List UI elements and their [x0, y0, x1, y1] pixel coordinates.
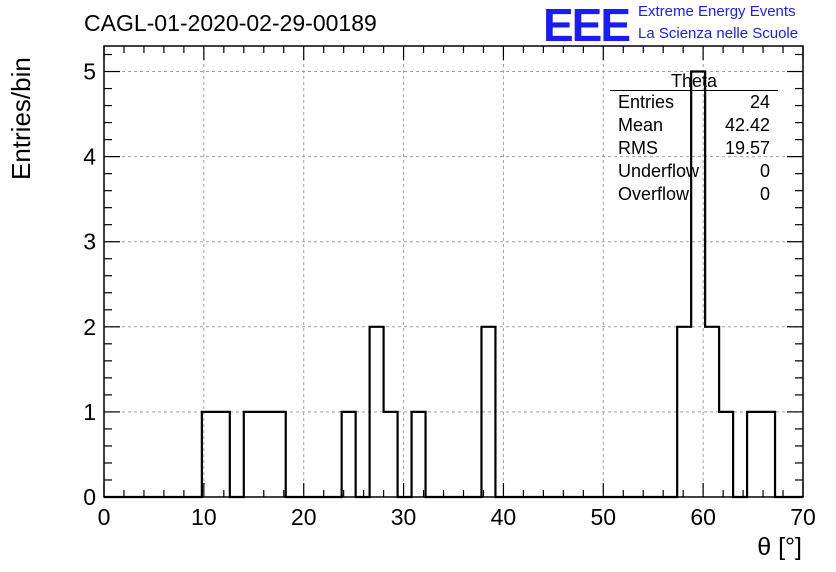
stats-value: 19.57 — [724, 138, 770, 158]
eee-logo-line1: Extreme Energy Events — [638, 3, 796, 20]
y-tick-label: 4 — [83, 144, 96, 170]
histogram-bar — [481, 327, 495, 497]
tick-labels: 0 10 20 30 40 50 60 70 0 1 2 3 4 5 — [83, 59, 816, 530]
histogram-bar — [370, 327, 384, 497]
histogram-bar — [705, 327, 719, 497]
stats-value: 0 — [759, 184, 770, 204]
stats-value: 42.42 — [724, 115, 770, 135]
stats-label: Entries — [618, 92, 675, 112]
y-tick-label: 3 — [83, 229, 96, 255]
chart-title: CAGL-01-2020-02-29-00189 — [84, 10, 377, 36]
x-tick-label: 20 — [291, 504, 317, 530]
x-tick-label: 40 — [491, 504, 517, 530]
stats-row-mean: Mean 42.42 — [610, 114, 778, 137]
x-tick-label: 10 — [191, 504, 217, 530]
y-tick-label: 1 — [83, 399, 96, 425]
x-tick-label: 70 — [790, 504, 816, 530]
histogram-bar — [677, 327, 691, 497]
histogram-bar — [412, 412, 426, 497]
histogram-bar — [342, 412, 356, 497]
y-tick-label: 0 — [83, 484, 96, 510]
x-tick-label: 30 — [391, 504, 417, 530]
stats-box: Theta Entries 24 Mean 42.42 RMS 19.57 Un… — [610, 70, 778, 206]
stats-label: Underflow — [618, 161, 700, 181]
x-tick-label: 50 — [590, 504, 616, 530]
x-axis-label: θ [°] — [757, 533, 802, 561]
stats-label: Overflow — [618, 184, 690, 204]
eee-logo-line2: La Scienza nelle Scuole — [638, 25, 799, 42]
eee-logo-mark: EEE — [543, 0, 631, 51]
x-tick-label: 0 — [98, 504, 111, 530]
histogram-bar — [747, 412, 775, 497]
stats-value: 24 — [749, 92, 770, 112]
histogram-outline — [104, 70, 803, 499]
y-tick-label: 2 — [83, 314, 96, 340]
stats-row-entries: Entries 24 — [610, 91, 778, 114]
stats-box-title: Theta — [610, 70, 778, 91]
histogram-series — [104, 70, 803, 499]
histogram-bar — [202, 412, 230, 497]
x-tick-label: 60 — [690, 504, 716, 530]
y-tick-label: 5 — [83, 59, 96, 85]
y-axis-label: Entries/bin — [6, 57, 36, 180]
stats-value: 0 — [759, 161, 770, 181]
histogram-bar — [244, 412, 286, 497]
plot-frame — [103, 45, 804, 498]
stats-row-rms: RMS 19.57 — [610, 137, 778, 160]
histogram-bar — [719, 412, 733, 497]
stats-label: Mean — [618, 115, 664, 135]
stats-label: RMS — [618, 138, 658, 158]
stats-row-underflow: Underflow 0 — [610, 160, 778, 183]
histogram-bar — [384, 412, 398, 497]
stats-row-overflow: Overflow 0 — [610, 183, 778, 206]
